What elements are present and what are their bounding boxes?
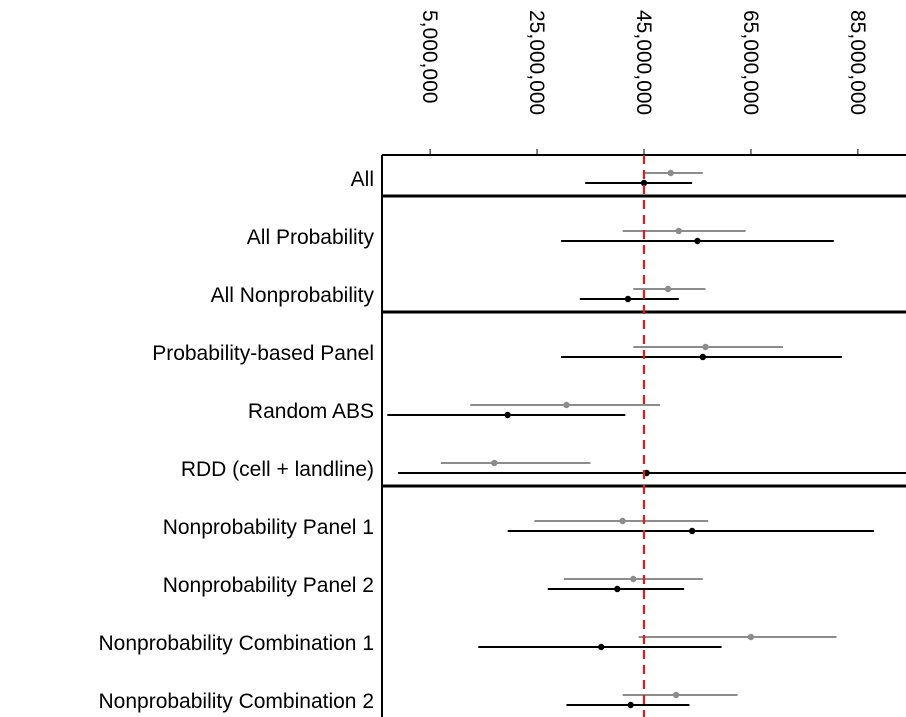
grey-estimate-7 <box>630 575 637 583</box>
black-estimate-6 <box>688 527 696 535</box>
grey-estimate-4 <box>563 401 570 409</box>
grey-estimate-3 <box>702 343 709 351</box>
row-label: Nonprobability Panel 2 <box>163 574 374 597</box>
row-label: Random ABS <box>248 400 374 423</box>
x-tick-label: 45,000,000 <box>632 10 655 115</box>
black-estimate-7 <box>614 585 621 593</box>
black-estimate-3 <box>699 353 707 361</box>
grey-estimate-1 <box>675 227 682 235</box>
grey-estimate-6 <box>619 517 626 525</box>
row-label: Probability-based Panel <box>152 342 374 365</box>
grey-estimate-8 <box>747 633 755 641</box>
row-label: Nonprobability Combination 2 <box>99 690 375 713</box>
row-label: RDD (cell + landline) <box>181 458 374 481</box>
grey-estimate-9 <box>672 691 680 699</box>
black-estimate-0 <box>640 179 648 187</box>
x-tick-label: 85,000,000 <box>846 10 869 115</box>
black-estimate-9 <box>627 701 634 709</box>
plot-area <box>381 154 906 717</box>
row-label: All Probability <box>247 226 375 249</box>
black-estimate-8 <box>598 643 605 651</box>
x-axis-ticks: 5,000,000 25,000,000 45,000,000 65,000,000 8… <box>418 10 869 155</box>
black-estimate-1 <box>694 237 701 245</box>
black-estimate-2 <box>624 295 632 303</box>
row-label: All Nonprobability <box>211 284 375 307</box>
grey-estimate-0 <box>667 169 674 177</box>
row-label: All <box>351 168 374 191</box>
grey-estimate-5 <box>491 459 498 467</box>
row-label: Nonprobability Combination 1 <box>99 632 375 655</box>
black-estimate-4 <box>504 411 511 419</box>
grey-estimate-2 <box>664 285 672 293</box>
row-labels: All All Probability All Nonprobability Prob… <box>99 168 375 713</box>
row-label: Nonprobability Panel 1 <box>163 516 374 539</box>
x-tick-label: 25,000,000 <box>525 10 548 115</box>
x-tick-label: 65,000,000 <box>739 10 762 115</box>
x-tick-label: 5,000,000 <box>418 10 441 103</box>
